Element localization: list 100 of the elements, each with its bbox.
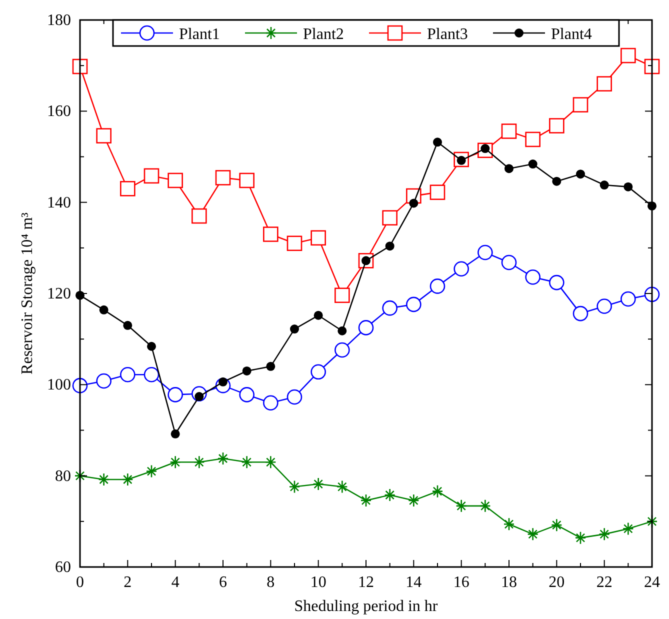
legend-label: Plant2: [303, 26, 344, 43]
point: [96, 128, 112, 144]
point: [382, 300, 398, 316]
point: [596, 298, 612, 314]
point: [358, 320, 374, 336]
x-tick-label: 22: [596, 574, 612, 591]
x-tick-label: 24: [644, 574, 660, 591]
point: [241, 456, 252, 469]
legend-label: Plant1: [179, 26, 220, 43]
point: [72, 58, 88, 74]
x-tick-label: 4: [171, 574, 180, 591]
point: [192, 208, 207, 224]
point: [263, 226, 278, 242]
point: [478, 244, 493, 260]
y-tick-label: 100: [47, 376, 71, 394]
legend-label: Plant3: [427, 26, 468, 43]
point: [290, 324, 299, 334]
point: [334, 288, 350, 303]
point: [620, 291, 636, 307]
point: [456, 499, 467, 513]
point: [433, 138, 442, 147]
point: [382, 210, 398, 226]
point: [360, 494, 372, 508]
point: [408, 494, 420, 508]
point: [385, 242, 394, 251]
point: [170, 429, 180, 438]
point: [596, 76, 612, 92]
point: [574, 531, 586, 544]
point: [310, 230, 326, 246]
point: [525, 269, 540, 285]
point: [409, 198, 418, 208]
point: [430, 184, 446, 200]
x-tick-label: 2: [124, 574, 132, 591]
x-tick-label: 14: [406, 574, 422, 591]
legend-label: Plant4: [551, 26, 592, 43]
y-axis-title: Reservoir Storage 10⁴ m³: [19, 212, 36, 374]
y-tick-label: 80: [55, 468, 71, 485]
point: [265, 456, 276, 469]
point: [454, 261, 469, 277]
point: [432, 484, 444, 498]
point: [430, 278, 446, 294]
point: [528, 160, 538, 169]
point: [646, 514, 658, 528]
point: [644, 58, 660, 74]
y-tick-label: 120: [47, 286, 71, 302]
x-tick-label: 10: [310, 574, 326, 591]
point: [600, 180, 609, 190]
point: [168, 172, 183, 188]
point: [572, 97, 588, 112]
x-axis-title: Sheduling period in hr: [294, 598, 438, 615]
point: [576, 170, 585, 179]
point: [334, 342, 350, 358]
point: [527, 528, 538, 541]
point: [384, 488, 396, 502]
point: [215, 170, 231, 186]
point: [122, 472, 134, 486]
point: [286, 389, 302, 405]
y-tick-label: 140: [47, 194, 71, 212]
x-tick-label: 18: [501, 574, 517, 591]
point: [263, 395, 278, 411]
point: [96, 373, 112, 389]
point: [147, 342, 156, 351]
x-tick-label: 20: [548, 574, 565, 591]
point: [123, 320, 132, 330]
point: [549, 274, 564, 290]
point: [551, 518, 562, 532]
point: [480, 499, 491, 513]
point: [242, 366, 252, 376]
point: [620, 48, 636, 64]
point: [98, 472, 110, 486]
point: [99, 305, 108, 314]
y-tick-label: 180: [47, 12, 71, 29]
point: [501, 124, 517, 139]
point: [622, 522, 634, 536]
point: [266, 362, 276, 371]
point: [120, 366, 136, 382]
point: [288, 480, 300, 494]
point: [312, 477, 324, 491]
point: [144, 168, 160, 184]
point: [194, 456, 205, 469]
y-tick-label: 60: [55, 559, 71, 576]
point: [217, 452, 229, 466]
point: [239, 387, 254, 402]
point: [572, 306, 588, 322]
point: [406, 296, 422, 312]
point: [286, 236, 302, 252]
point: [598, 528, 610, 541]
point: [525, 132, 540, 148]
point: [338, 326, 347, 336]
x-tick-label: 8: [266, 574, 275, 591]
point: [239, 172, 254, 188]
x-tick-label: 12: [358, 574, 374, 591]
point: [552, 176, 562, 186]
point: [503, 518, 515, 531]
point: [501, 254, 517, 270]
point: [504, 164, 514, 174]
point: [170, 456, 181, 469]
x-tick-label: 0: [76, 574, 84, 591]
point: [314, 310, 323, 320]
point: [624, 182, 633, 192]
